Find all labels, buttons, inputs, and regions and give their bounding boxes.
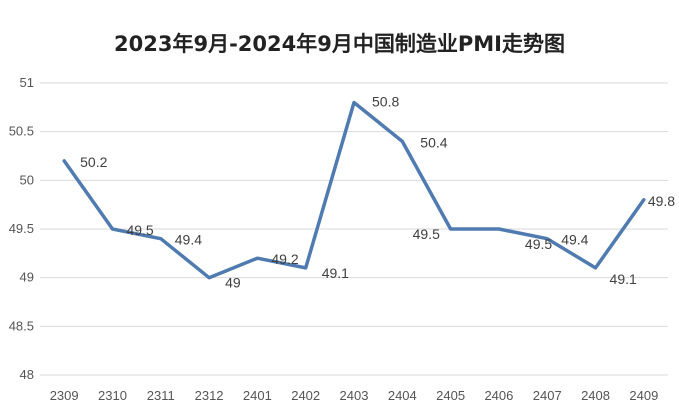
data-label: 50.8 [372, 93, 399, 109]
x-tick-label: 2403 [340, 388, 369, 403]
gridlines [40, 82, 668, 376]
series-line-path [62, 100, 646, 280]
data-label: 49 [225, 275, 241, 291]
x-tick-label: 2404 [388, 388, 417, 403]
x-tick-label: 2401 [243, 388, 272, 403]
x-tick-label: 2310 [98, 388, 127, 403]
series-line [62, 100, 646, 280]
x-tick-label: 2312 [195, 388, 224, 403]
data-label: 49.2 [271, 251, 298, 267]
data-label: 49.1 [322, 265, 349, 281]
data-label: 49.1 [610, 271, 637, 287]
x-tick-label: 2409 [629, 388, 658, 403]
x-tick-label: 2407 [533, 388, 562, 403]
x-tick-label: 2309 [50, 388, 79, 403]
y-tick-label: 50.5 [9, 124, 34, 139]
y-tick-label: 48 [20, 367, 34, 382]
data-label: 49.5 [126, 222, 153, 238]
x-axis-ticks: 2309 2310 2311 2312 2401 2402 2403 2404 2405 2406… [50, 388, 659, 403]
x-tick-label: 2402 [291, 388, 320, 403]
y-axis-ticks: 48 48.5 49 49.5 50 50.5 51 [9, 75, 34, 382]
y-tick-label: 51 [20, 75, 34, 90]
x-tick-label: 2408 [581, 388, 610, 403]
x-tick-label: 2405 [436, 388, 465, 403]
x-tick-label: 2406 [484, 388, 513, 403]
data-label: 49.5 [525, 236, 552, 252]
data-label: 49.4 [561, 232, 588, 248]
x-tick-label: 2311 [147, 388, 175, 403]
data-label: 49.8 [648, 193, 675, 209]
data-label: 49.5 [413, 226, 440, 242]
data-label: 50.4 [420, 134, 447, 150]
data-label: 50.2 [80, 154, 107, 170]
data-label: 49.4 [175, 232, 202, 248]
y-tick-label: 49 [20, 270, 34, 285]
y-tick-label: 49.5 [9, 221, 34, 236]
data-labels: 50.2 49.5 49.4 49 49.2 49.1 50.8 50.4 49.5 49.5 49… [80, 93, 675, 290]
chart-title: 2023年9月-2024年9月中国制造业PMI走势图 [114, 32, 565, 56]
y-tick-label: 48.5 [9, 318, 34, 333]
y-tick-label: 50 [20, 172, 34, 187]
